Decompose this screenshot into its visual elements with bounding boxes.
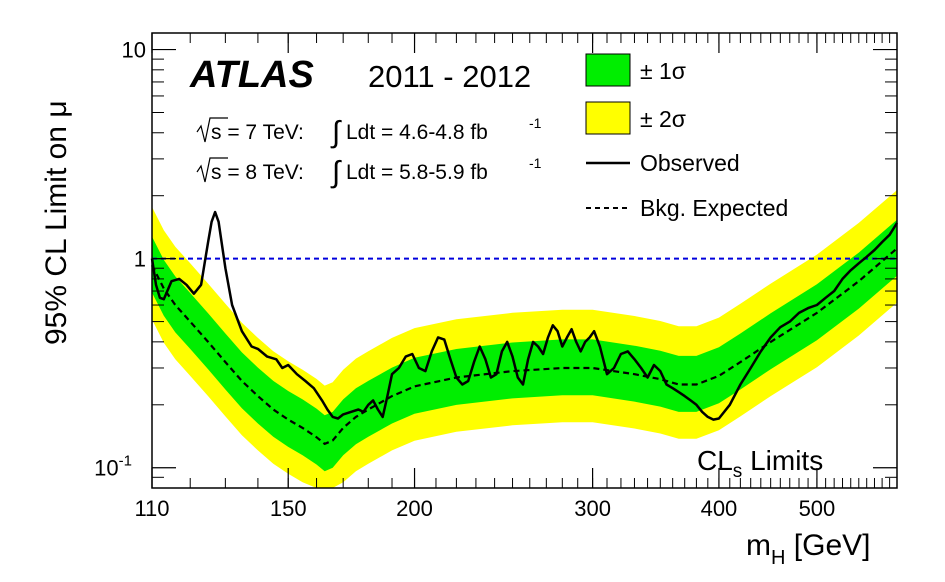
x-tick-label: 300: [574, 496, 611, 521]
legend-swatch-1sigma: [585, 53, 631, 87]
x-tick-label: 150: [270, 496, 307, 521]
lumi-line-2: s = 8 TeV: ∫ Ldt = 5.8-5.9 fb -1: [196, 155, 542, 189]
lumi-sup-2: -1: [529, 155, 542, 171]
legend-label-expected: Bkg. Expected: [640, 195, 788, 221]
energy-text-1: = 7 TeV:: [222, 121, 304, 144]
plot-frame: [151, 32, 898, 489]
observed-curve: [150, 210, 899, 421]
legend-swatch-2sigma: [585, 101, 631, 135]
legend-label-observed: Observed: [640, 150, 740, 176]
legend-label-2sigma: ± 2σ: [640, 106, 686, 132]
x-axis-title-sub: H: [771, 547, 785, 569]
y-tick-label: 10-1: [94, 453, 132, 481]
integral-symbol-1: ∫: [330, 116, 342, 149]
x-tick-label: 500: [799, 496, 836, 521]
legend: ± 1σ ± 2σ Observed Bkg. Expected: [585, 53, 788, 221]
sqrt-arg-1: s: [211, 121, 222, 144]
method-label: CLs Limits: [697, 445, 823, 482]
sqrt-symbol-2: [196, 157, 228, 183]
lumi-text-1: Ldt = 4.6-4.8 fb: [346, 121, 488, 144]
x-axis-title-rest: [GeV]: [785, 529, 870, 562]
legend-label-1sigma: ± 1σ: [640, 58, 686, 84]
energy-text-2: = 8 TeV:: [222, 161, 304, 184]
x-axis-title-main: m: [746, 529, 771, 562]
lumi-line-1: s = 7 TeV: ∫ Ldt = 4.6-4.8 fb -1: [196, 115, 542, 149]
method-rest: Limits: [742, 445, 823, 476]
svg-text:s = 7 TeV:: s = 7 TeV:: [211, 121, 304, 144]
curves-group: [150, 210, 899, 446]
sqrt-arg-2: s: [211, 161, 222, 184]
lumi-sup-1: -1: [529, 115, 542, 131]
y-axis-title: 95% CL Limit on μ: [40, 100, 73, 345]
band-1sigma: [152, 219, 897, 472]
integral-symbol-2: ∫: [330, 156, 342, 189]
sigma-bands: [152, 190, 897, 488]
years-label: 2011 - 2012: [368, 59, 531, 94]
x-axis-title: mH [GeV]: [746, 529, 871, 569]
expected-curve: [151, 247, 898, 446]
y-tick-label: 1: [134, 247, 146, 272]
method-main: CL: [697, 445, 733, 476]
x-tick-label: 110: [134, 496, 169, 521]
method-sub: s: [733, 461, 743, 482]
x-tick-label: 400: [701, 496, 738, 521]
experiment-label: ATLAS: [189, 54, 314, 96]
x-tick-label: 200: [396, 496, 433, 521]
svg-text:s = 8 TeV:: s = 8 TeV:: [211, 161, 304, 184]
sqrt-symbol-1: [196, 117, 228, 143]
lumi-text-2: Ldt = 5.8-5.9 fb: [346, 161, 488, 184]
y-tick-label: 10: [122, 38, 146, 63]
